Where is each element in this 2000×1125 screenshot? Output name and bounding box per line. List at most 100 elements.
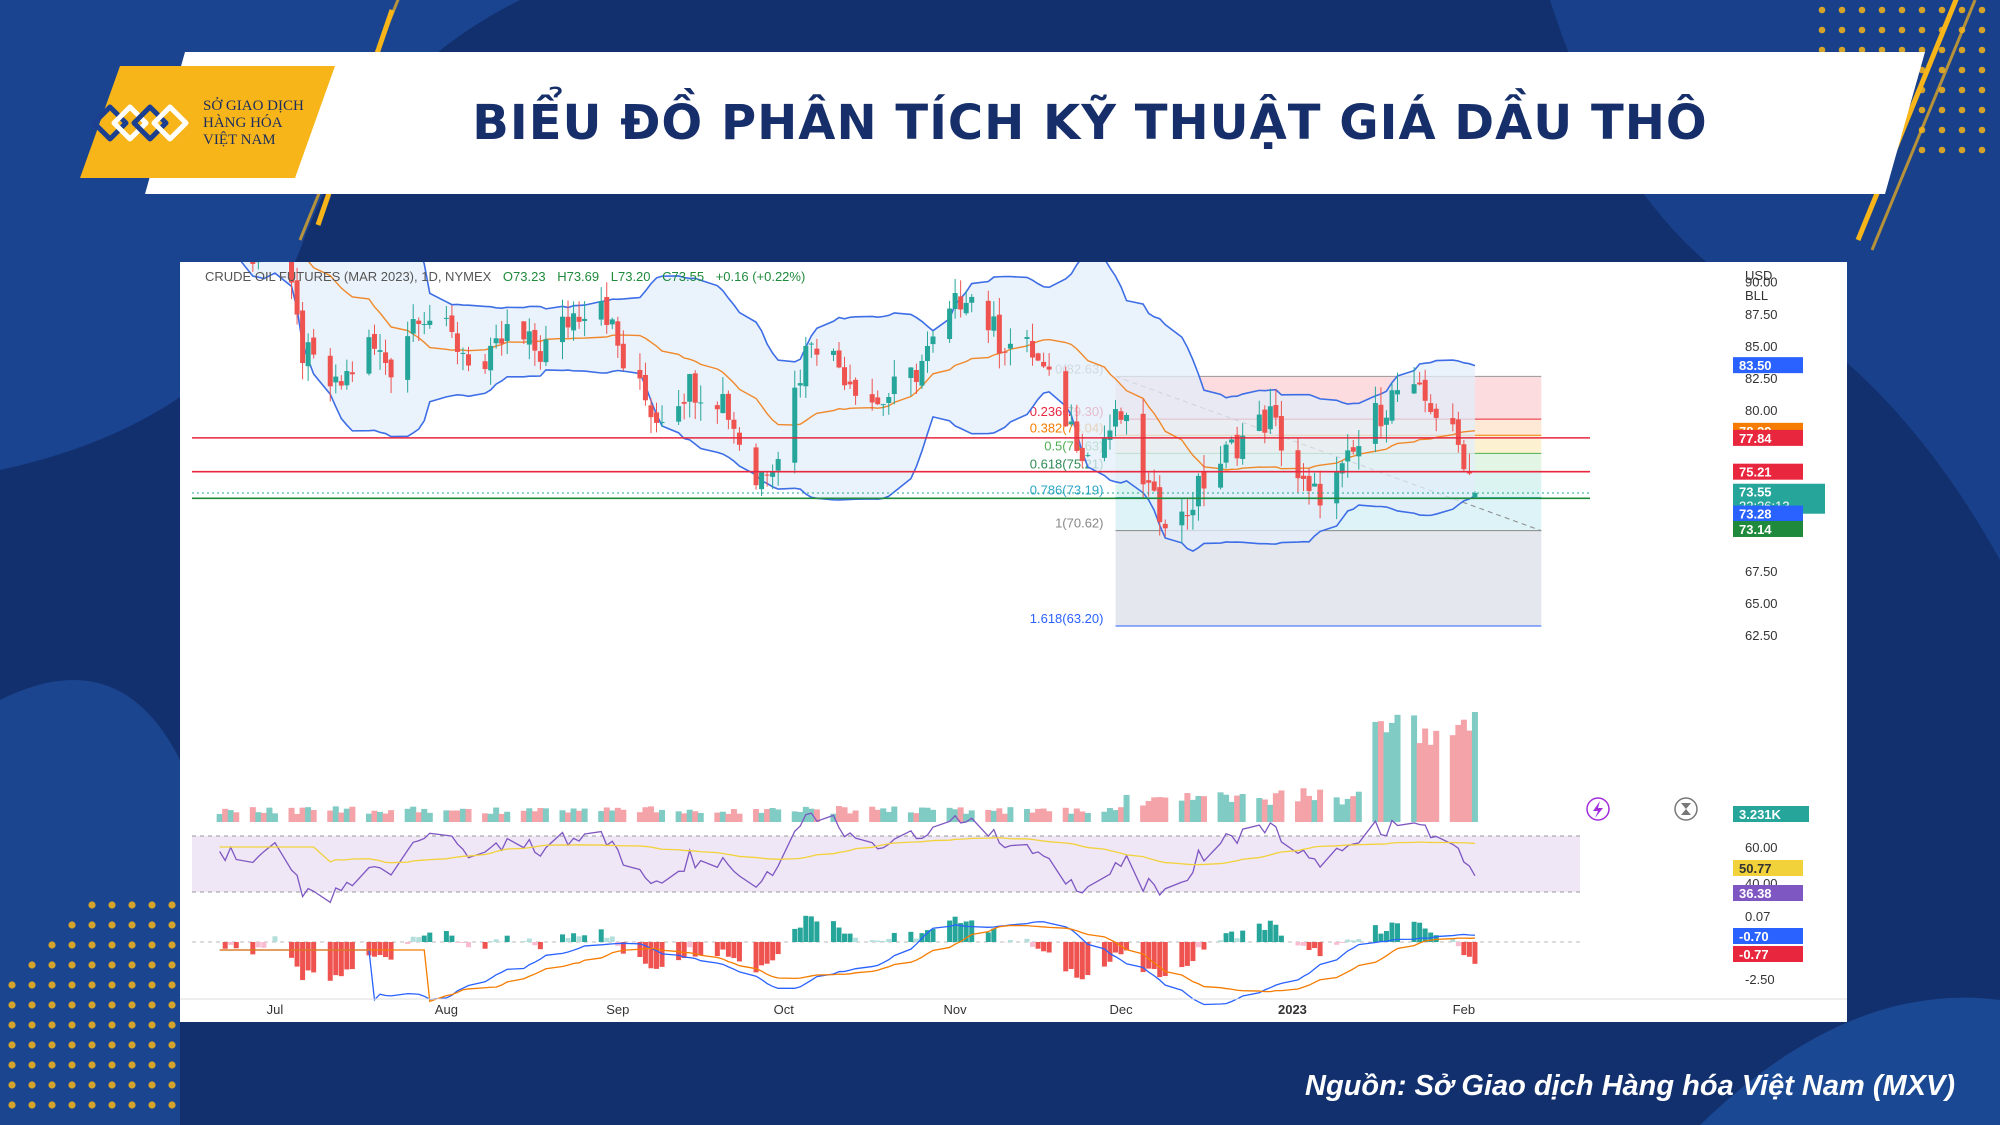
macd-histogram-bar — [371, 942, 377, 957]
candle-body — [1262, 409, 1268, 433]
volume-bar — [1377, 721, 1384, 822]
macd-histogram-bar — [853, 937, 859, 942]
volume-bar — [415, 812, 422, 822]
candle-body — [571, 313, 577, 331]
volume-bar — [1178, 800, 1185, 822]
macd-histogram-bar — [454, 942, 460, 943]
replay-icon[interactable] — [1674, 797, 1698, 821]
candle-body — [1229, 439, 1235, 443]
macd-histogram-bar — [759, 942, 765, 966]
candle-body — [1433, 408, 1439, 418]
lightning-icon[interactable] — [1586, 797, 1610, 821]
time-tick: Jul — [267, 1002, 284, 1017]
macd-histogram-bar — [1101, 942, 1107, 967]
volume-bar — [620, 809, 627, 822]
volume-bar — [835, 806, 842, 822]
candle-body — [1046, 366, 1052, 370]
macd-histogram-bar — [1301, 942, 1307, 946]
macd-histogram-bar — [366, 942, 372, 956]
volume-bar — [1062, 807, 1069, 822]
bollinger-upper-line — [422, 262, 1476, 405]
candle-body — [797, 383, 803, 386]
time-tick: Feb — [1453, 1002, 1475, 1017]
candle-body — [405, 336, 411, 380]
candle-body — [736, 432, 742, 445]
candle-body — [504, 324, 510, 342]
macd-histogram-bar — [1422, 928, 1428, 942]
macd-histogram-bar — [692, 942, 698, 957]
macd-histogram-bar — [1417, 922, 1423, 942]
macd-histogram-bar — [924, 930, 930, 942]
volume-bar — [852, 810, 859, 822]
candle-body — [692, 373, 698, 403]
volume-bar — [880, 808, 887, 822]
volume-bar — [1422, 728, 1429, 822]
price-label-box — [1733, 463, 1803, 480]
price-label-text: 83.50 — [1739, 358, 1772, 373]
macd-histogram-bar — [1262, 929, 1268, 942]
candle-body — [443, 317, 449, 319]
macd-histogram-bar — [880, 940, 886, 942]
macd-histogram-bar — [427, 932, 433, 942]
time-tick: Aug — [435, 1002, 458, 1017]
volume-bar — [609, 810, 616, 822]
candle-body — [1085, 455, 1091, 457]
macd-histogram-bar — [1201, 942, 1207, 950]
volume-bar — [526, 808, 533, 822]
macd-histogram-bar — [493, 939, 499, 942]
candle-body — [582, 318, 588, 322]
candle-body — [991, 316, 997, 331]
bollinger-fill — [241, 262, 1475, 552]
candle-body — [1151, 481, 1157, 491]
macd-tick: -2.50 — [1745, 972, 1775, 987]
macd-histogram-bar — [250, 942, 256, 955]
candle-body — [344, 371, 350, 386]
volume-bar — [1388, 722, 1395, 822]
macd-histogram-bar — [830, 921, 836, 942]
volume-bar — [1118, 807, 1125, 822]
candle-body — [620, 343, 626, 369]
volume-bar — [443, 810, 450, 822]
volume-bar — [1162, 797, 1169, 822]
volume-bar — [681, 813, 688, 822]
candle-body — [985, 300, 991, 331]
candle-body — [1339, 463, 1345, 474]
volume-bar — [924, 807, 931, 822]
macd-histogram-bar — [1218, 940, 1224, 942]
candle-body — [654, 412, 660, 423]
volume-bar — [990, 810, 997, 822]
volume-bar — [1433, 730, 1440, 822]
macd-histogram-bar — [421, 935, 427, 942]
candle-body — [1146, 480, 1152, 483]
volume-bar — [653, 812, 660, 822]
volume-bar — [382, 813, 389, 822]
price-label-text: 73.14 — [1739, 522, 1772, 537]
rsi-value-text: 50.77 — [1739, 861, 1772, 876]
volume-bar — [233, 812, 240, 822]
volume-bar — [565, 812, 572, 822]
candle-body — [808, 343, 814, 345]
macd-histogram-bar — [725, 942, 731, 957]
candle-body — [637, 369, 643, 379]
macd-histogram-bar — [255, 942, 261, 948]
candle-body — [775, 459, 781, 471]
macd-histogram-bar — [1278, 935, 1284, 942]
candle-body — [311, 337, 317, 355]
volume-bar — [891, 806, 898, 822]
candle-body — [416, 320, 422, 325]
candle-body — [659, 422, 665, 424]
candle-body — [1240, 435, 1246, 459]
time-tick: Dec — [1109, 1002, 1133, 1017]
volume-bar — [327, 810, 334, 822]
macd-histogram-bar — [488, 941, 494, 942]
volume-bar — [222, 808, 229, 822]
ohlc-change: +0.16 (+0.22%) — [716, 269, 806, 284]
macd-histogram-bar — [504, 935, 510, 942]
mxv-logo-icon — [91, 104, 189, 142]
crude-oil-chart: 0(82.63)0.236(79.30)0.382(78.04)0.5(76.6… — [180, 262, 1847, 1017]
macd-histogram-bar — [1024, 938, 1030, 942]
ohlc-close: C73.55 — [662, 269, 704, 284]
candle-body — [1389, 390, 1395, 421]
volume-bar — [305, 807, 312, 822]
candle-body — [1334, 471, 1340, 504]
